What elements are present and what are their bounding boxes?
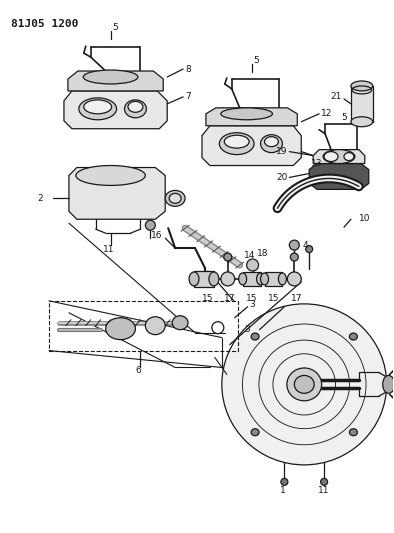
Text: 17: 17 xyxy=(290,294,302,303)
Text: 5: 5 xyxy=(113,23,118,32)
Text: 13: 13 xyxy=(311,159,323,168)
Text: 15: 15 xyxy=(202,294,214,303)
Ellipse shape xyxy=(165,190,185,206)
Ellipse shape xyxy=(247,259,258,271)
Text: 1: 1 xyxy=(279,486,285,495)
Ellipse shape xyxy=(219,133,254,155)
Text: 11: 11 xyxy=(103,245,114,254)
Ellipse shape xyxy=(287,368,322,401)
Text: 81J05 1200: 81J05 1200 xyxy=(11,19,79,29)
Ellipse shape xyxy=(125,100,146,118)
Text: 19: 19 xyxy=(276,147,287,156)
Text: 12: 12 xyxy=(321,109,333,118)
Ellipse shape xyxy=(287,272,301,286)
Bar xyxy=(243,272,260,286)
Ellipse shape xyxy=(106,318,136,340)
Text: 15: 15 xyxy=(268,294,279,303)
Text: 10: 10 xyxy=(359,214,370,223)
Ellipse shape xyxy=(294,375,314,393)
Text: 5: 5 xyxy=(254,55,259,64)
Polygon shape xyxy=(69,167,165,219)
Ellipse shape xyxy=(221,108,273,120)
Ellipse shape xyxy=(83,70,138,84)
Ellipse shape xyxy=(281,479,288,486)
Bar xyxy=(194,271,214,287)
Bar xyxy=(264,272,282,286)
Ellipse shape xyxy=(212,322,224,334)
Ellipse shape xyxy=(349,333,357,340)
Text: 17: 17 xyxy=(224,294,236,303)
Text: 6: 6 xyxy=(136,366,141,375)
Polygon shape xyxy=(206,108,297,126)
Text: 18: 18 xyxy=(256,248,268,257)
Bar xyxy=(49,301,238,351)
Text: 4: 4 xyxy=(302,240,308,249)
Bar xyxy=(351,86,373,122)
Ellipse shape xyxy=(224,135,249,148)
Ellipse shape xyxy=(222,304,387,465)
Ellipse shape xyxy=(323,150,355,164)
Text: 21: 21 xyxy=(331,92,342,101)
Ellipse shape xyxy=(321,479,327,486)
Ellipse shape xyxy=(383,375,394,393)
Ellipse shape xyxy=(251,333,259,340)
Ellipse shape xyxy=(209,272,219,286)
Ellipse shape xyxy=(306,246,313,253)
Text: 3: 3 xyxy=(244,325,250,334)
Polygon shape xyxy=(309,164,369,189)
Ellipse shape xyxy=(84,100,112,114)
Ellipse shape xyxy=(260,273,268,285)
Ellipse shape xyxy=(145,220,155,230)
Ellipse shape xyxy=(264,136,279,147)
Ellipse shape xyxy=(279,273,286,285)
Ellipse shape xyxy=(344,152,354,160)
Polygon shape xyxy=(202,126,301,166)
Ellipse shape xyxy=(251,429,259,435)
Text: 14: 14 xyxy=(243,251,255,260)
Text: 8: 8 xyxy=(185,64,191,74)
Ellipse shape xyxy=(169,193,181,203)
Ellipse shape xyxy=(145,317,165,335)
Ellipse shape xyxy=(324,151,338,161)
Text: 7: 7 xyxy=(185,92,191,101)
Polygon shape xyxy=(313,150,365,164)
Ellipse shape xyxy=(189,272,199,286)
Text: 11: 11 xyxy=(318,486,330,495)
Polygon shape xyxy=(68,71,163,91)
Ellipse shape xyxy=(351,117,373,127)
Text: 16: 16 xyxy=(151,231,162,240)
Ellipse shape xyxy=(221,272,235,286)
Ellipse shape xyxy=(76,166,145,185)
Ellipse shape xyxy=(239,273,247,285)
Polygon shape xyxy=(64,91,167,129)
Ellipse shape xyxy=(256,273,264,285)
Ellipse shape xyxy=(79,98,117,120)
Ellipse shape xyxy=(349,429,357,435)
Ellipse shape xyxy=(289,240,299,250)
Ellipse shape xyxy=(351,81,373,91)
Ellipse shape xyxy=(224,253,232,261)
Ellipse shape xyxy=(260,135,282,152)
Ellipse shape xyxy=(128,101,143,112)
Text: 3: 3 xyxy=(250,300,255,309)
Text: 20: 20 xyxy=(276,173,287,182)
Text: 15: 15 xyxy=(246,294,257,303)
Ellipse shape xyxy=(172,316,188,330)
Text: 2: 2 xyxy=(37,194,43,203)
Ellipse shape xyxy=(290,253,298,261)
Text: 5: 5 xyxy=(341,114,347,122)
